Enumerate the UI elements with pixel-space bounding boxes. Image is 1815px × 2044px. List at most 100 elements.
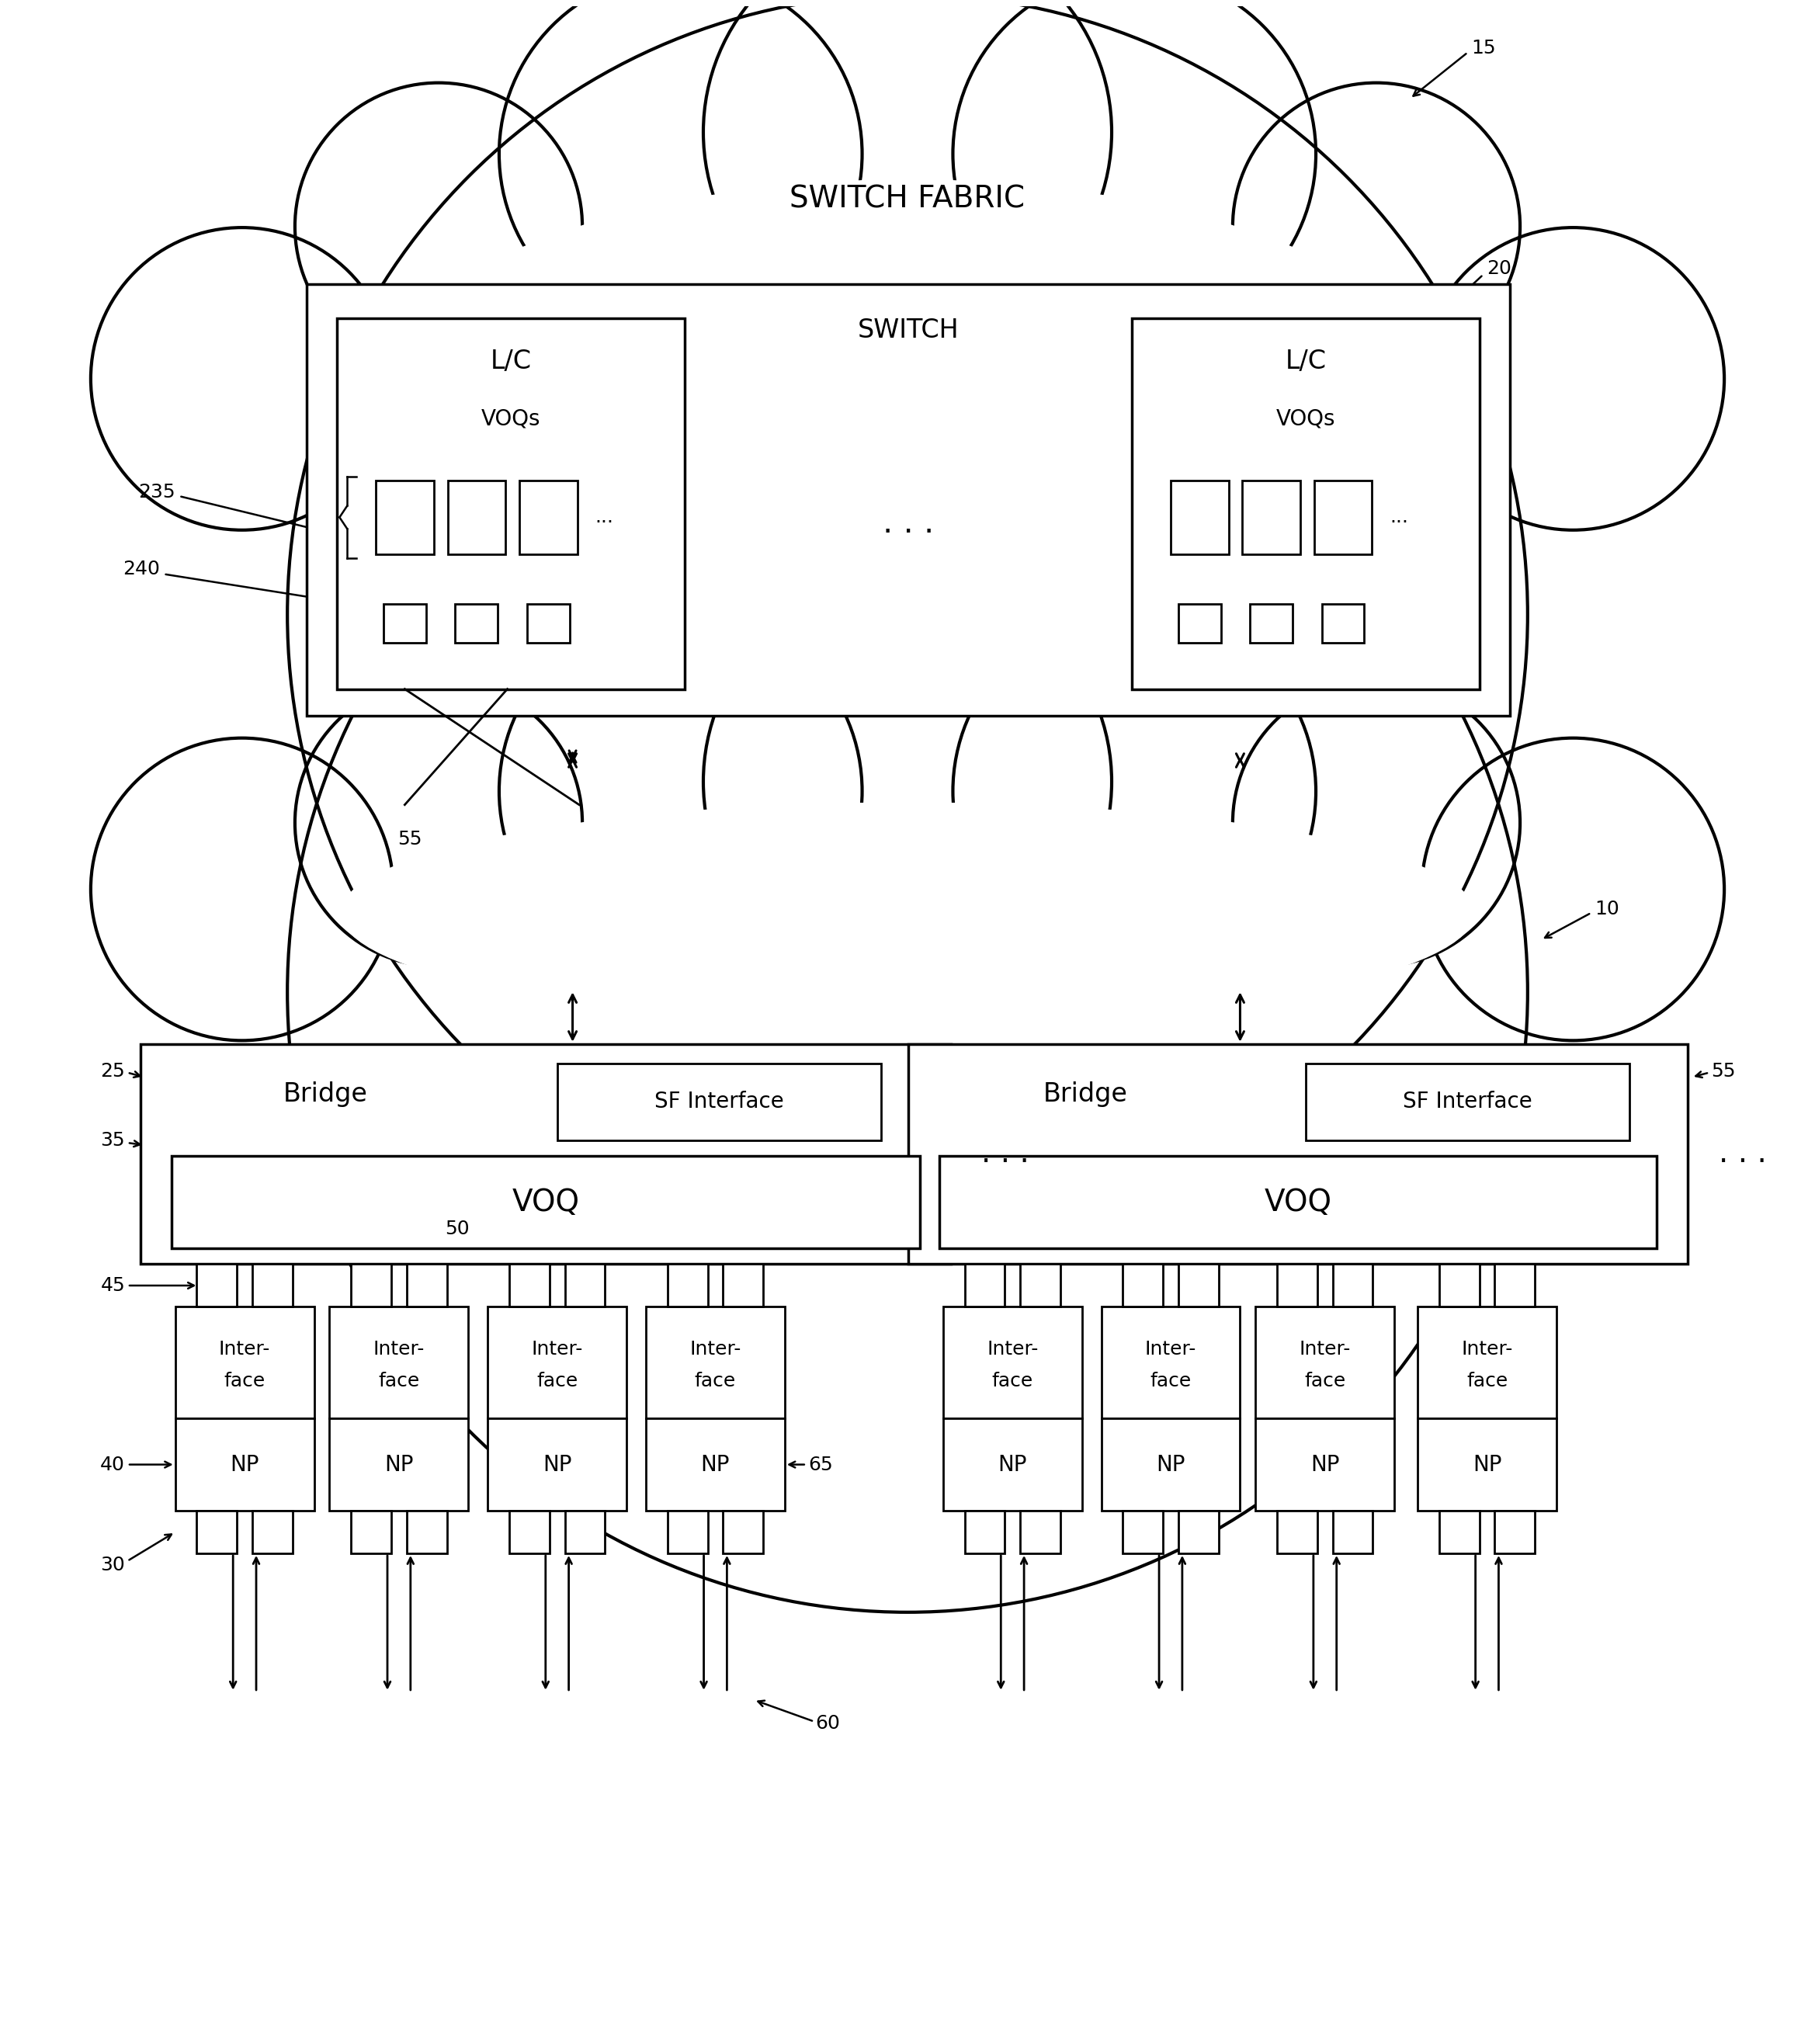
Text: NP: NP <box>1310 1453 1339 1476</box>
Bar <box>1020 1263 1060 1306</box>
Bar <box>1251 605 1292 642</box>
Text: L/C: L/C <box>1285 347 1327 374</box>
Text: NP: NP <box>543 1453 572 1476</box>
Text: . . .: . . . <box>982 1139 1029 1169</box>
Text: face: face <box>223 1372 265 1390</box>
Bar <box>330 1306 468 1419</box>
Bar <box>140 1044 951 1263</box>
Text: face: face <box>1151 1372 1191 1390</box>
Text: Inter-: Inter- <box>987 1339 1038 1357</box>
Bar <box>1133 319 1479 689</box>
Text: 25: 25 <box>100 1061 125 1081</box>
Text: 55: 55 <box>397 830 423 848</box>
Bar <box>196 1511 238 1553</box>
Text: Bridge: Bridge <box>283 1081 368 1108</box>
Bar <box>564 1263 604 1306</box>
Bar <box>252 1511 292 1553</box>
Bar <box>722 1511 762 1553</box>
Bar <box>1256 1306 1394 1419</box>
Bar <box>1305 1063 1630 1141</box>
Bar <box>646 1419 784 1511</box>
Bar <box>1178 605 1221 642</box>
Ellipse shape <box>339 801 1476 1024</box>
Text: 60: 60 <box>815 1713 840 1733</box>
Bar <box>376 480 434 554</box>
Text: ...: ... <box>595 509 613 527</box>
Text: Inter-: Inter- <box>1461 1339 1514 1357</box>
Bar <box>722 1263 762 1306</box>
Bar <box>252 1263 292 1306</box>
Circle shape <box>294 82 583 370</box>
Bar <box>1278 1511 1318 1553</box>
Bar <box>964 1511 1006 1553</box>
Bar <box>307 284 1510 715</box>
Circle shape <box>294 679 583 967</box>
Bar <box>519 480 577 554</box>
Circle shape <box>91 738 394 1040</box>
Text: 15: 15 <box>1472 39 1496 57</box>
Text: VOQs: VOQs <box>1276 409 1336 429</box>
Bar <box>1123 1263 1163 1306</box>
Circle shape <box>1232 82 1521 370</box>
Bar <box>1418 1419 1557 1511</box>
Bar <box>944 1306 1082 1419</box>
Bar <box>488 1306 626 1419</box>
Circle shape <box>953 0 1316 335</box>
Text: NP: NP <box>1156 1453 1185 1476</box>
Bar <box>1123 1511 1163 1553</box>
Text: NP: NP <box>998 1453 1027 1476</box>
Bar <box>350 1263 392 1306</box>
Bar <box>407 1263 446 1306</box>
Ellipse shape <box>339 180 1476 687</box>
Bar <box>171 1157 920 1249</box>
Bar <box>1314 480 1372 554</box>
Bar <box>510 1263 550 1306</box>
Text: Inter-: Inter- <box>532 1339 583 1357</box>
Bar <box>646 1306 784 1419</box>
Circle shape <box>1421 227 1724 529</box>
Circle shape <box>702 578 1113 985</box>
Text: Inter-: Inter- <box>1300 1339 1350 1357</box>
Circle shape <box>287 372 1528 1613</box>
Bar <box>1020 1511 1060 1553</box>
Text: face: face <box>1305 1372 1345 1390</box>
Text: 55: 55 <box>1712 1061 1735 1081</box>
Text: . . .: . . . <box>1719 1139 1766 1169</box>
Bar <box>1439 1263 1479 1306</box>
Text: face: face <box>378 1372 419 1390</box>
Circle shape <box>91 227 394 529</box>
Text: Inter-: Inter- <box>690 1339 741 1357</box>
Bar <box>1439 1511 1479 1553</box>
Text: face: face <box>695 1372 737 1390</box>
Text: face: face <box>991 1372 1033 1390</box>
Bar <box>668 1511 708 1553</box>
Text: NP: NP <box>231 1453 260 1476</box>
Bar <box>407 1511 446 1553</box>
Bar <box>964 1263 1006 1306</box>
Circle shape <box>1421 738 1724 1040</box>
Circle shape <box>499 0 862 335</box>
Text: 45: 45 <box>100 1275 125 1294</box>
Bar <box>1178 1511 1218 1553</box>
Bar <box>176 1419 314 1511</box>
Bar <box>1256 1419 1394 1511</box>
Bar <box>1332 1263 1372 1306</box>
Text: 20: 20 <box>1486 260 1512 278</box>
Bar <box>526 605 570 642</box>
Bar <box>1102 1306 1240 1419</box>
Text: 65: 65 <box>808 1455 833 1474</box>
Text: SWITCH: SWITCH <box>857 317 958 343</box>
Bar <box>938 1157 1657 1249</box>
Circle shape <box>1232 679 1521 967</box>
Bar <box>456 605 497 642</box>
Text: . . .: . . . <box>882 507 935 540</box>
Text: VOQ: VOQ <box>512 1188 579 1216</box>
Bar <box>944 1419 1082 1511</box>
Circle shape <box>953 609 1316 973</box>
Text: L/C: L/C <box>490 347 532 374</box>
Bar <box>1278 1263 1318 1306</box>
Text: 40: 40 <box>100 1455 125 1474</box>
Bar <box>1418 1306 1557 1419</box>
Text: Inter-: Inter- <box>374 1339 425 1357</box>
Text: Inter-: Inter- <box>1145 1339 1196 1357</box>
